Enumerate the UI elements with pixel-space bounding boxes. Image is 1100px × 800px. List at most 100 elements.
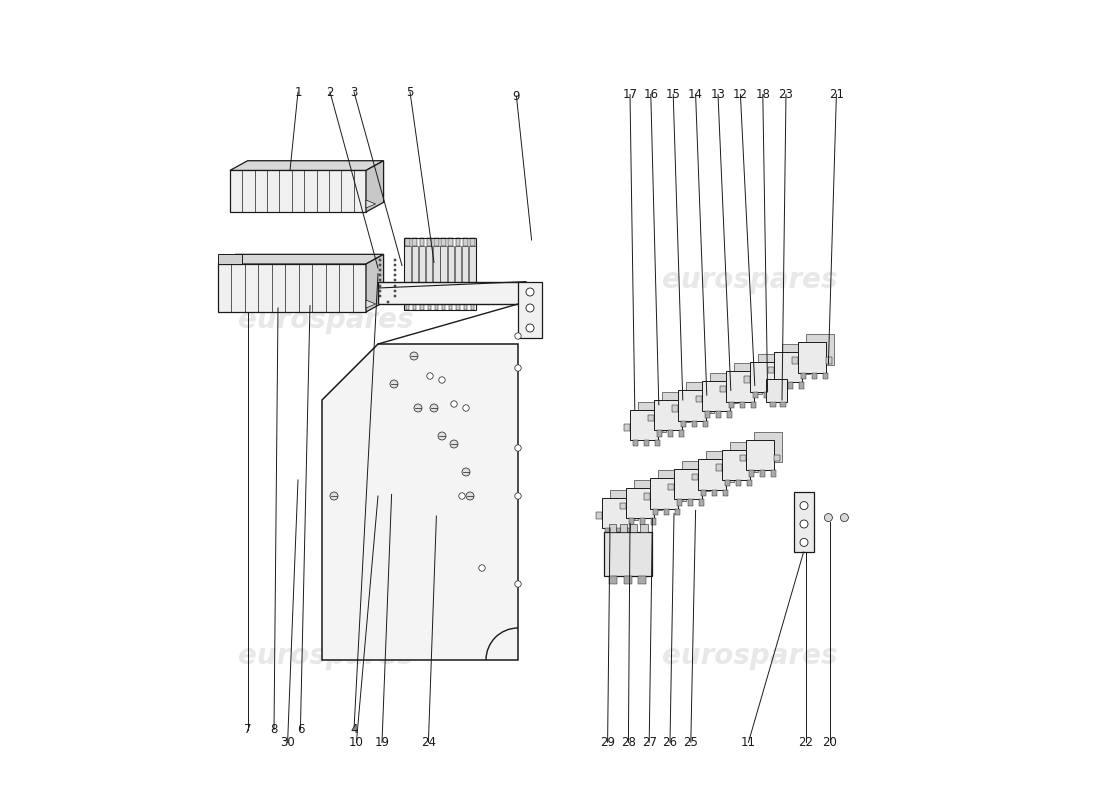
Polygon shape	[701, 490, 706, 496]
Text: 25: 25	[683, 736, 698, 749]
Polygon shape	[798, 342, 826, 373]
Polygon shape	[624, 576, 631, 584]
Polygon shape	[754, 386, 760, 393]
Polygon shape	[405, 238, 410, 246]
Polygon shape	[322, 344, 518, 660]
Text: 26: 26	[662, 736, 678, 749]
Polygon shape	[706, 406, 712, 412]
Polygon shape	[679, 430, 683, 437]
Polygon shape	[750, 362, 778, 392]
Polygon shape	[625, 425, 630, 431]
Circle shape	[515, 365, 521, 371]
Polygon shape	[638, 402, 666, 432]
Text: 18: 18	[756, 88, 770, 101]
Polygon shape	[218, 264, 366, 312]
Polygon shape	[678, 499, 682, 506]
Text: eurospares: eurospares	[662, 642, 838, 670]
Text: 22: 22	[799, 736, 814, 749]
Polygon shape	[780, 402, 786, 407]
Circle shape	[463, 405, 470, 411]
Text: 16: 16	[644, 88, 658, 101]
Text: 15: 15	[666, 88, 681, 101]
Polygon shape	[692, 474, 698, 481]
Polygon shape	[754, 432, 782, 462]
Polygon shape	[230, 170, 366, 212]
Polygon shape	[653, 509, 658, 515]
Polygon shape	[449, 238, 453, 246]
Polygon shape	[630, 524, 637, 532]
Circle shape	[526, 304, 534, 312]
Polygon shape	[470, 246, 475, 304]
Circle shape	[800, 538, 808, 546]
Text: 17: 17	[623, 88, 638, 101]
Polygon shape	[688, 499, 693, 506]
Text: 27: 27	[641, 736, 657, 749]
Polygon shape	[760, 470, 764, 477]
Circle shape	[526, 324, 534, 332]
Polygon shape	[729, 402, 734, 408]
Polygon shape	[749, 470, 754, 477]
Polygon shape	[725, 480, 730, 486]
Polygon shape	[378, 282, 526, 304]
Polygon shape	[710, 373, 738, 403]
Polygon shape	[627, 528, 631, 534]
Text: 2: 2	[327, 86, 333, 98]
Polygon shape	[626, 488, 654, 518]
Polygon shape	[434, 304, 438, 310]
Polygon shape	[471, 304, 474, 310]
Polygon shape	[657, 430, 662, 437]
Polygon shape	[754, 392, 758, 398]
Polygon shape	[823, 373, 827, 379]
Polygon shape	[826, 358, 832, 364]
Polygon shape	[771, 470, 775, 477]
Polygon shape	[740, 402, 745, 408]
Polygon shape	[616, 528, 620, 534]
Text: 29: 29	[601, 736, 615, 749]
Polygon shape	[654, 503, 660, 510]
Polygon shape	[463, 238, 467, 246]
Circle shape	[459, 493, 465, 499]
Polygon shape	[412, 238, 417, 246]
Polygon shape	[218, 254, 384, 264]
Polygon shape	[645, 494, 650, 500]
Polygon shape	[747, 480, 751, 486]
Polygon shape	[686, 382, 714, 413]
Polygon shape	[681, 421, 686, 427]
Polygon shape	[654, 400, 682, 430]
Text: 19: 19	[374, 736, 389, 749]
Polygon shape	[610, 490, 638, 520]
Polygon shape	[799, 382, 804, 389]
Polygon shape	[702, 381, 730, 411]
Circle shape	[430, 404, 438, 412]
Polygon shape	[746, 440, 774, 470]
Polygon shape	[441, 238, 446, 246]
Text: eurospares: eurospares	[239, 642, 414, 670]
Polygon shape	[658, 470, 686, 501]
Polygon shape	[751, 402, 756, 408]
Polygon shape	[596, 513, 602, 519]
Polygon shape	[778, 377, 783, 383]
Polygon shape	[778, 382, 782, 389]
Polygon shape	[644, 440, 649, 446]
Circle shape	[330, 492, 338, 500]
Polygon shape	[629, 518, 634, 525]
Polygon shape	[654, 440, 660, 446]
Polygon shape	[463, 304, 466, 310]
Circle shape	[800, 502, 808, 510]
Polygon shape	[230, 161, 384, 170]
Circle shape	[450, 440, 458, 448]
Polygon shape	[692, 421, 696, 427]
Polygon shape	[682, 415, 688, 422]
Circle shape	[526, 288, 534, 296]
Text: 11: 11	[741, 736, 756, 749]
Polygon shape	[792, 358, 798, 364]
Polygon shape	[455, 238, 461, 246]
Polygon shape	[750, 465, 756, 471]
Polygon shape	[518, 282, 542, 338]
Polygon shape	[702, 484, 707, 490]
Polygon shape	[366, 300, 375, 308]
Circle shape	[800, 520, 808, 528]
Polygon shape	[730, 442, 758, 472]
Polygon shape	[806, 334, 834, 365]
Polygon shape	[736, 480, 740, 486]
